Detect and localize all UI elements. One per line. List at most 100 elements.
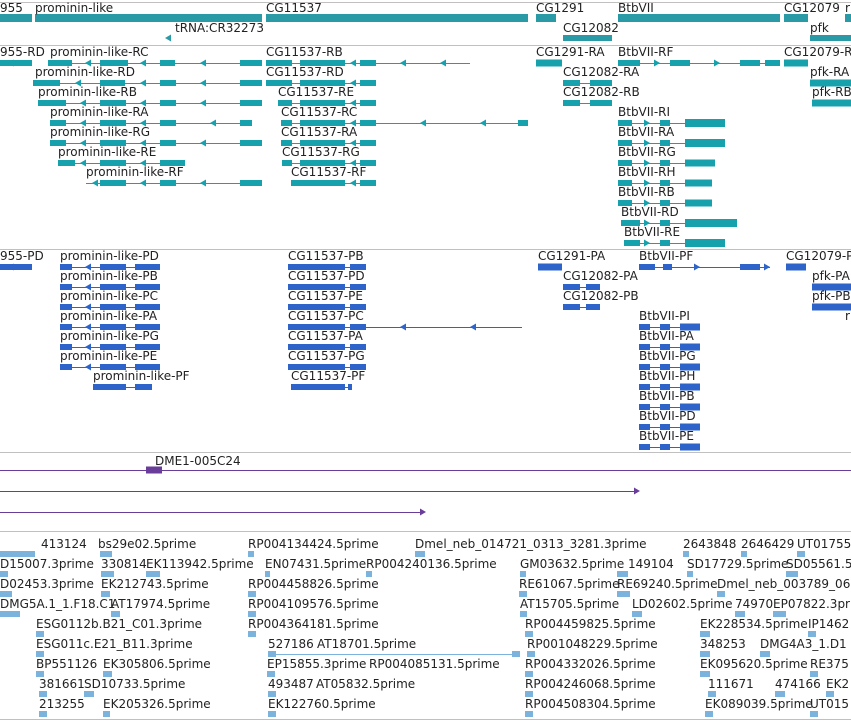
est-label[interactable]: EK228534.5prime [700, 617, 808, 631]
est-label[interactable]: RP004458826.5prime [248, 577, 379, 591]
est-label[interactable]: RE61067.5prime [519, 577, 620, 591]
est-label[interactable]: EP07822.3pr [773, 597, 850, 611]
protein-label[interactable]: prominin-like-PE [60, 349, 158, 363]
protein-label[interactable]: CG11537-PG [288, 349, 365, 363]
est-label[interactable]: 493487 [268, 677, 314, 691]
protein-label[interactable]: CG1291-PA [538, 249, 606, 263]
alignment-label[interactable]: DME1-005C24 [155, 454, 241, 468]
transcript-label[interactable]: CG11537-RD [266, 65, 344, 79]
protein-label[interactable]: prominin-like-PB [60, 269, 158, 283]
est-label[interactable]: IP1462 [808, 617, 850, 631]
est-label[interactable]: RP004240136.5prime [366, 557, 497, 571]
protein-label[interactable]: pfk-PB [812, 289, 851, 303]
est-label[interactable]: EP15855.3prime [267, 657, 367, 671]
protein-label[interactable]: BtbVII-PF [639, 249, 694, 263]
est-label[interactable]: DMG5A.1_1.F18.C1 [0, 597, 116, 611]
est-label[interactable]: D15007.3prime [0, 557, 94, 571]
est-label[interactable]: 474166 [775, 677, 821, 691]
transcript-label[interactable]: CG1291-RA [536, 45, 605, 59]
protein-label[interactable]: CG11537-PC [288, 309, 364, 323]
est-label[interactable]: D02453.3prime [0, 577, 94, 591]
transcript-label[interactable]: CG11537-RF [291, 165, 367, 179]
est-label[interactable]: SD17729.5prime [687, 557, 789, 571]
trna-label[interactable]: tRNA:CR32273 [175, 21, 264, 35]
transcript-label[interactable]: prominin-like-RB [38, 85, 137, 99]
transcript-label[interactable]: pfk-RB [812, 85, 851, 99]
gene-label[interactable]: prominin-like [35, 1, 114, 15]
est-label[interactable]: bs29e02.5prime [98, 537, 197, 551]
transcript-label[interactable]: CG12079-R [784, 45, 851, 59]
est-label[interactable]: RP001048229.5prime [527, 637, 658, 651]
est-label[interactable]: GM03632.5prime [520, 557, 625, 571]
protein-label[interactable]: CG12082-PB [563, 289, 639, 303]
protein-label[interactable]: CG11537-PB [288, 249, 364, 263]
est-label[interactable]: 149104 [628, 557, 674, 571]
est-label[interactable]: RP004246068.5prime [525, 677, 656, 691]
transcript-label[interactable]: CG12082-RB [563, 85, 640, 99]
protein-label[interactable]: prominin-like-PA [60, 309, 158, 323]
est-label[interactable]: RP004508304.5prime [525, 697, 656, 711]
est-label[interactable]: Dmel_neb_003789_06 [717, 577, 851, 591]
est-label[interactable]: LD02602.5prime [632, 597, 733, 611]
est-label[interactable]: ESG0112b.B21_C01.3prime [36, 617, 203, 631]
est-label[interactable]: RP004459825.5prime [525, 617, 656, 631]
est-label[interactable]: EK113942.5prime [146, 557, 254, 571]
est-label[interactable]: EK089039.5prime [705, 697, 813, 711]
protein-label[interactable]: CG11537-PF [291, 369, 366, 383]
est-label[interactable]: SD10733.5prime [84, 677, 186, 691]
est-label[interactable]: RE375 [810, 657, 849, 671]
gene-label[interactable]: pfk [810, 21, 829, 35]
protein-label[interactable]: BtbVII-PH [639, 369, 696, 383]
gene-label[interactable]: 955 [0, 1, 23, 15]
est-label[interactable]: SD05561.5 [786, 557, 851, 571]
est-label[interactable]: AT18701.5prime [317, 637, 417, 651]
est-label[interactable]: EK212743.5prime [101, 577, 209, 591]
est-label[interactable]: UT015 [810, 697, 850, 711]
est-label[interactable]: RP004364181.5prime [248, 617, 379, 631]
est-label[interactable]: Dmel_neb_014721_0313_3281.3prime [415, 537, 647, 551]
est-label[interactable]: 413124 [41, 537, 87, 551]
transcript-label[interactable]: CG11537-RG [282, 145, 360, 159]
gene-label[interactable]: r [845, 1, 850, 15]
protein-label[interactable]: prominin-like-PG [60, 329, 159, 343]
transcript-label[interactable]: BtbVII-RA [618, 125, 675, 139]
protein-label[interactable]: prominin-like-PC [60, 289, 159, 303]
gene-label[interactable]: CG11537 [266, 1, 322, 15]
gene-label[interactable]: CG12079 [784, 1, 840, 15]
est-label[interactable]: EN07431.5prime [265, 557, 367, 571]
est-label[interactable]: 213255 [39, 697, 85, 711]
est-label[interactable]: EK205326.5prime [103, 697, 211, 711]
protein-label[interactable]: prominin-like-PF [93, 369, 190, 383]
est-label[interactable]: 111671 [708, 677, 754, 691]
transcript-label[interactable]: BtbVII-RB [618, 185, 675, 199]
transcript-label[interactable]: prominin-like-RD [35, 65, 136, 79]
protein-label[interactable]: r [845, 309, 850, 323]
est-label[interactable]: 381661 [39, 677, 85, 691]
protein-label[interactable]: CG11537-PE [288, 289, 363, 303]
transcript-label[interactable]: BtbVII-RI [618, 105, 671, 119]
transcript-label[interactable]: prominin-like-RE [58, 145, 157, 159]
est-label[interactable]: EK2 [826, 677, 850, 691]
protein-label[interactable]: CG12079-P [786, 249, 851, 263]
transcript-label[interactable]: CG11537-RC [281, 105, 358, 119]
transcript-label[interactable]: 955-RD [0, 45, 45, 59]
protein-label[interactable]: CG11537-PD [288, 269, 365, 283]
protein-label[interactable]: BtbVII-PI [639, 309, 690, 323]
est-label[interactable]: 527186 [268, 637, 314, 651]
est-label[interactable]: 74970 [735, 597, 774, 611]
protein-label[interactable]: BtbVII-PD [639, 409, 696, 423]
est-label[interactable]: ESG011c.E21_B11.3prime [36, 637, 193, 651]
transcript-label[interactable]: BtbVII-RH [618, 165, 676, 179]
est-label[interactable]: AT15705.5prime [520, 597, 620, 611]
est-label[interactable]: BP551126 [36, 657, 98, 671]
transcript-label[interactable]: CG11537-RA [281, 125, 358, 139]
transcript-label[interactable]: prominin-like-RF [86, 165, 184, 179]
est-label[interactable]: EK095620.5prime [700, 657, 808, 671]
transcript-label[interactable]: CG11537-RE [278, 85, 355, 99]
est-label[interactable]: EK122760.5prime [268, 697, 376, 711]
est-label[interactable]: DMG4A3_1.D1 [760, 637, 847, 651]
protein-label[interactable]: BtbVII-PB [639, 389, 695, 403]
protein-label[interactable]: CG12082-PA [563, 269, 638, 283]
est-label[interactable]: RP004134424.5prime [248, 537, 379, 551]
transcript-label[interactable]: prominin-like-RC [50, 45, 149, 59]
